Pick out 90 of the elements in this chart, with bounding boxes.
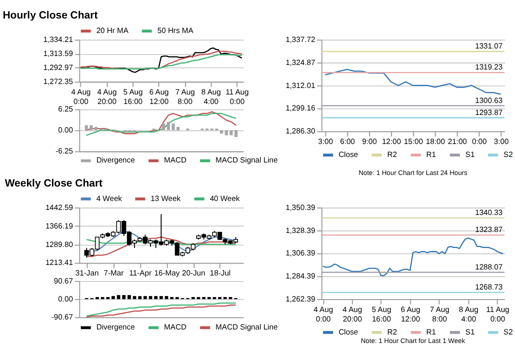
x-tick-label: 4 Aug 0:00 (314, 304, 334, 324)
y-tick-label: 90.67 (54, 276, 73, 286)
x-tick-label: 11-Apr (129, 268, 152, 278)
legend-label: R2 (387, 150, 397, 159)
y-tick-label: 1,284.39 (286, 272, 316, 281)
x-tick-label: 11 Aug 0:00 (226, 88, 249, 106)
x-tick-label: 9:00 (362, 137, 377, 146)
legend-label: MACD (164, 156, 187, 165)
y-tick-label: 0.00 (58, 126, 73, 135)
y-tick-label: 1,324.87 (286, 58, 316, 67)
annotation: 1293.87 (475, 108, 503, 117)
legend-label: Divergence (96, 156, 135, 165)
x-tick-label: 3:00 (318, 137, 333, 146)
y-tick-label: 1,328.39 (286, 226, 316, 235)
legend-label: R1 (426, 327, 436, 336)
y-tick-label: -90.67 (51, 312, 73, 322)
x-tick-label: 4 Aug 0:00 (71, 88, 91, 106)
bar (94, 126, 98, 130)
x-tick-label: 31-Jan (75, 268, 99, 278)
x-tick-label: 6 Aug 12:00 (400, 304, 420, 324)
legend-label: S2 (504, 150, 513, 159)
x-tick-label: 15:00 (404, 137, 423, 146)
y-tick-label: 1,272.35 (43, 77, 73, 86)
y-tick-label: 1,334.21 (43, 35, 73, 44)
y-tick-label: 6.25 (58, 104, 73, 114)
legend-label: 40 Week (210, 194, 240, 203)
x-tick-label: 6 Aug 12:00 (149, 88, 169, 106)
y-tick-label: 1,306.39 (286, 248, 316, 258)
y-tick-label: 1,286.30 (286, 126, 316, 136)
x-tick-label: 5 Aug 16:00 (123, 88, 143, 106)
legend-label: Divergence (96, 322, 135, 332)
legend-label: MACD Signal Line (216, 156, 278, 165)
legend-label: Close (338, 327, 358, 336)
legend-label: MACD (164, 322, 187, 332)
legend-label: S1 (465, 327, 475, 336)
annotation: 1268.73 (475, 282, 503, 292)
y-tick-label: 1,262.39 (286, 294, 316, 304)
y-tick-label: 1,313.59 (43, 49, 73, 58)
x-tick-label: 21:00 (448, 137, 467, 146)
y-tick-label: 1,292.97 (43, 63, 73, 72)
legend-label: S1 (465, 150, 475, 159)
x-tick-label: 5 Aug 16:00 (372, 304, 392, 324)
legend-label: 50 Hrs MA (157, 26, 194, 35)
x-tick-label: 8 Aug 4:00 (201, 88, 221, 106)
legend-label: 13 Week (150, 194, 181, 203)
annotation: 1331.07 (475, 42, 503, 51)
annotation: 1340.33 (475, 208, 503, 218)
line-series (324, 68, 502, 95)
y-tick-label: 1442.59 (45, 202, 73, 212)
x-tick-label: 4 Aug 20:00 (342, 304, 362, 324)
legend-label: 20 Hr MA (96, 26, 130, 35)
chart-title: Hourly Close Chart (2, 10, 98, 22)
legend-label: MACD Signal Line (216, 322, 278, 332)
legend-label: 4 Week (96, 194, 122, 203)
x-tick-label: 7 Aug 8:00 (430, 304, 450, 324)
y-tick-label: 1,337.72 (286, 35, 316, 44)
x-tick-label: 8 Aug 4:00 (458, 304, 478, 324)
legend-label: S2 (504, 327, 513, 336)
x-tick-label: 0:00 (472, 137, 487, 146)
y-tick-label: 1,350.39 (286, 202, 316, 212)
bar (234, 130, 238, 137)
y-tick-label: -6.25 (56, 146, 73, 156)
x-tick-label: 7-Mar (104, 268, 124, 278)
y-tick-label: 1289.80 (45, 240, 73, 249)
annotation: 1300.63 (475, 96, 503, 105)
x-tick-label: 20-Jun (182, 268, 206, 278)
bar (162, 124, 166, 130)
x-tick-label: 7 Aug 8:00 (175, 88, 195, 106)
legend-label: Close (338, 150, 358, 159)
chart-title: Weekly Close Chart (4, 178, 104, 190)
x-tick-label: 3:00 (494, 137, 509, 146)
annotation: 1323.87 (475, 225, 503, 234)
y-tick-label: 1213.41 (45, 258, 73, 268)
y-tick-label: 0.00 (58, 294, 73, 304)
line-series (80, 54, 242, 70)
y-tick-label: 1,312.01 (286, 80, 316, 90)
x-tick-label: 4 Aug 20:00 (97, 88, 117, 106)
line-series (322, 238, 504, 276)
y-tick-label: 1,299.16 (286, 104, 316, 113)
x-tick-label: 6:00 (340, 137, 355, 146)
legend-label: R2 (387, 327, 397, 336)
y-tick-label: 1366.19 (45, 221, 73, 230)
legend-label: R1 (426, 150, 436, 159)
annotation: 1319.23 (475, 62, 503, 72)
x-tick-label: 18-Jul (210, 268, 231, 278)
x-tick-label: 18:00 (426, 137, 445, 146)
x-tick-label: 12:00 (382, 137, 401, 146)
annotation: 1288.07 (475, 262, 503, 272)
x-tick-label: 11 Aug 0:00 (486, 304, 510, 324)
x-tick-label: 16-May (154, 268, 180, 278)
